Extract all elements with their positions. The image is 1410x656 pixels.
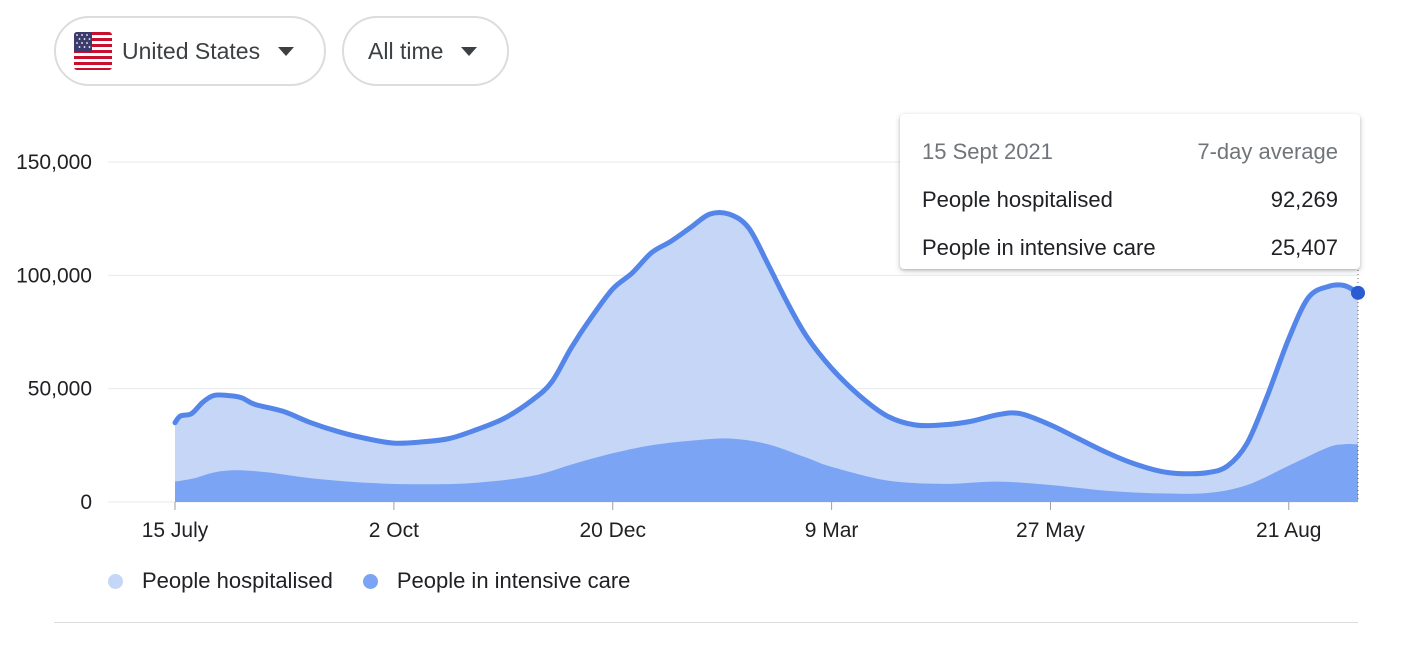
x-tick-label: 2 Oct [369,519,419,542]
y-tick-label: 0 [80,491,92,514]
chart-legend: People hospitalised People in intensive … [108,568,660,594]
x-tick-label: 15 July [142,519,209,542]
hospitalised-line [172,209,1361,477]
hover-layer [1351,130,1365,502]
y-tick-label: 50,000 [28,378,92,401]
country-dropdown[interactable]: United States [54,16,326,86]
tooltip-row-hospitalised: People hospitalised 92,269 [922,176,1338,224]
y-axis: 0 50,000 100,000 150,000 [16,151,92,514]
hospitalisation-chart[interactable]: 0 50,000 100,000 150,000 15 July 2 Oct 20 Dec… [0,100,1410,550]
tooltip-date: 15 Sept 2021 [922,139,1053,164]
tooltip-average-label: 7-day average [1197,139,1338,164]
tooltip-header: 15 Sept 2021 7-day average [922,128,1338,176]
y-tick-label: 100,000 [16,264,92,287]
period-label: All time [368,37,444,64]
country-label: United States [122,37,261,64]
hospitalised-area [175,212,1358,502]
divider [54,622,1358,623]
chevron-down-icon [278,46,295,56]
y-tick-label: 150,000 [16,151,92,174]
legend-label: People in intensive care [396,568,631,593]
tooltip-value: 92,269 [1270,187,1338,212]
us-flag-icon [74,32,112,70]
legend-item-hospitalised[interactable]: People hospitalised [108,568,333,594]
x-tick-label: 27 May [1016,519,1085,542]
intensive-care-area [175,438,1358,502]
chevron-down-icon [461,46,478,56]
hover-point [1351,285,1365,300]
x-axis: 15 July 2 Oct 20 Dec 9 Mar 27 May 21 Aug [142,502,1321,542]
tooltip-label: People in intensive care [922,235,1156,260]
x-tick-label: 9 Mar [805,519,859,542]
legend-item-intensive-care[interactable]: People in intensive care [362,568,631,594]
tooltip-row-intensive-care: People in intensive care 25,407 [922,224,1338,272]
chart-tooltip: 15 Sept 2021 7-day average People hospit… [900,114,1360,269]
chart-areas [172,209,1361,502]
legend-swatch [108,573,123,589]
x-tick-label: 21 Aug [1256,519,1321,542]
tooltip-value: 25,407 [1270,235,1338,260]
x-tick-label: 20 Dec [579,519,646,542]
legend-label: People hospitalised [142,568,333,593]
period-dropdown[interactable]: All time [342,16,509,86]
tooltip-label: People hospitalised [922,187,1113,212]
legend-swatch [362,573,378,589]
